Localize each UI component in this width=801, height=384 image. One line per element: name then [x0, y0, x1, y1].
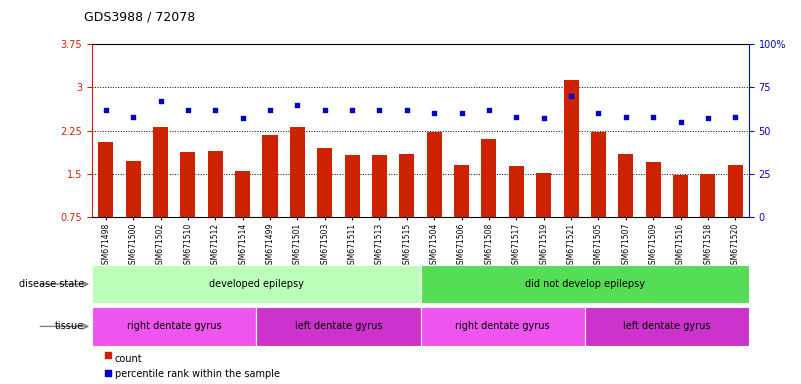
Bar — [564, 81, 578, 217]
Point — [209, 107, 222, 113]
Bar — [207, 151, 223, 217]
Point — [455, 110, 468, 116]
Point — [702, 115, 714, 121]
Point — [346, 107, 359, 113]
Bar — [454, 165, 469, 217]
Text: developed epilepsy: developed epilepsy — [209, 279, 304, 289]
Point — [302, 134, 315, 140]
Point — [154, 98, 167, 104]
Point — [592, 110, 605, 116]
Bar — [235, 171, 250, 217]
Point — [482, 107, 495, 113]
Text: disease state: disease state — [19, 279, 84, 289]
Point — [565, 93, 578, 99]
Bar — [421, 307, 585, 346]
Text: left dentate gyrus: left dentate gyrus — [623, 321, 710, 331]
Text: GDS3988 / 72078: GDS3988 / 72078 — [84, 10, 195, 23]
Text: did not develop epilepsy: did not develop epilepsy — [525, 279, 645, 289]
Point — [619, 114, 632, 120]
Bar — [92, 265, 421, 303]
Bar — [591, 132, 606, 217]
Point — [182, 107, 195, 113]
Bar — [421, 265, 749, 303]
Point — [729, 114, 742, 120]
Bar — [344, 156, 360, 217]
Bar — [646, 162, 661, 217]
Point — [646, 114, 659, 120]
Bar — [153, 127, 168, 217]
Text: percentile rank within the sample: percentile rank within the sample — [115, 369, 280, 379]
Point — [127, 114, 139, 120]
Point — [99, 107, 112, 113]
Point — [291, 101, 304, 108]
Bar — [99, 142, 113, 217]
Bar — [126, 161, 141, 217]
Point — [537, 115, 550, 121]
Text: right dentate gyrus: right dentate gyrus — [455, 321, 550, 331]
Point — [236, 115, 249, 121]
Text: right dentate gyrus: right dentate gyrus — [127, 321, 222, 331]
Point — [318, 107, 331, 113]
Bar — [180, 152, 195, 217]
Bar — [509, 166, 524, 217]
Point — [400, 107, 413, 113]
Bar — [263, 135, 277, 217]
Point — [674, 119, 687, 125]
Point — [302, 291, 315, 297]
Text: count: count — [115, 354, 142, 364]
Point — [510, 114, 523, 120]
Bar — [481, 139, 497, 217]
Point — [373, 107, 386, 113]
Bar — [673, 175, 688, 217]
Bar — [290, 127, 305, 217]
Text: left dentate gyrus: left dentate gyrus — [295, 321, 382, 331]
Point — [428, 110, 441, 116]
Bar — [618, 154, 634, 217]
Bar — [700, 174, 715, 217]
Bar — [585, 307, 749, 346]
Point — [264, 107, 276, 113]
Bar — [536, 173, 551, 217]
Bar — [427, 132, 441, 217]
Text: tissue: tissue — [55, 321, 84, 331]
Bar — [317, 148, 332, 217]
Bar — [92, 307, 256, 346]
Bar — [728, 165, 743, 217]
Bar — [372, 156, 387, 217]
Bar — [256, 307, 421, 346]
Bar — [400, 154, 414, 217]
